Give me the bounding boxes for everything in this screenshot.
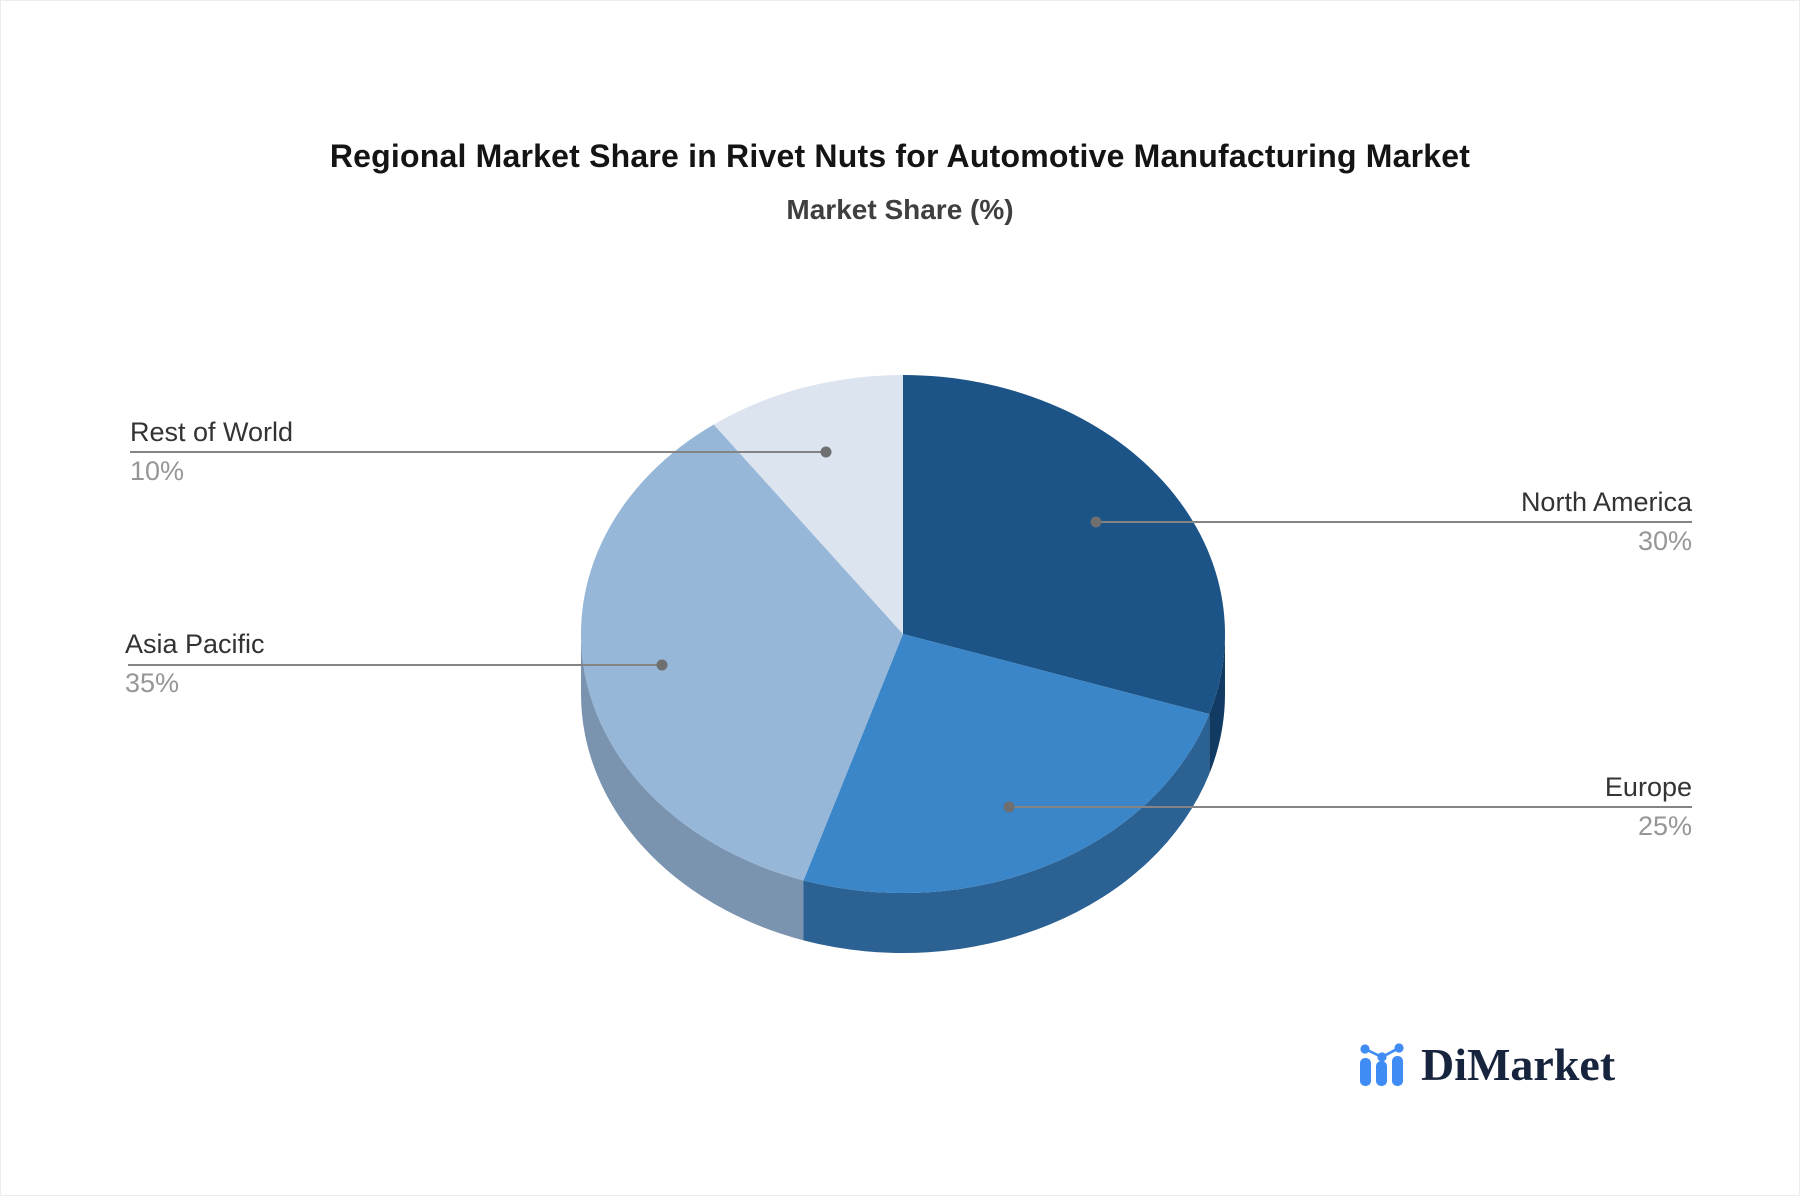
slice-label: North America: [1520, 487, 1692, 517]
chart-subtitle: Market Share (%): [786, 194, 1014, 225]
slice-value: 35%: [125, 668, 180, 698]
pie-slice-side-north-america: [1209, 634, 1225, 775]
callout-asia-pacific: Asia Pacific 35%: [125, 629, 265, 698]
chart-title: Regional Market Share in Rivet Nuts for …: [329, 138, 1471, 174]
slice-value: 30%: [1637, 526, 1692, 556]
pie-slice-side-asia-pacific: [581, 634, 804, 941]
slice-value: 25%: [1637, 811, 1692, 841]
slice-label: Asia Pacific: [125, 629, 265, 659]
pie-slice-north-america: [903, 375, 1225, 715]
leader-dot-europe: [1003, 801, 1015, 813]
callout-rest-of-world: Rest of World 10%: [130, 417, 293, 486]
pie-slice-asia-pacific: [581, 424, 903, 881]
callout-europe: Europe 25%: [1605, 772, 1692, 841]
brand-logo: DiMarket: [1358, 1040, 1615, 1090]
callout-north-america: North America 30%: [1521, 487, 1692, 556]
slice-label: Europe: [1604, 772, 1692, 802]
leader-dot-north-america: [1090, 516, 1102, 528]
leader-dot-asia-pacific: [656, 659, 668, 671]
slice-value: 10%: [130, 456, 185, 486]
pie-slice-rest-of-world: [713, 375, 903, 634]
brand-name: DiMarket: [1421, 1039, 1616, 1090]
bar-line-chart-icon: [1360, 1043, 1404, 1086]
leader-dot-rest-of-world: [820, 446, 832, 458]
pie-slice-europe: [803, 634, 1210, 893]
pie-slice-side-europe: [803, 714, 1210, 953]
slice-label: Rest of World: [130, 417, 294, 447]
